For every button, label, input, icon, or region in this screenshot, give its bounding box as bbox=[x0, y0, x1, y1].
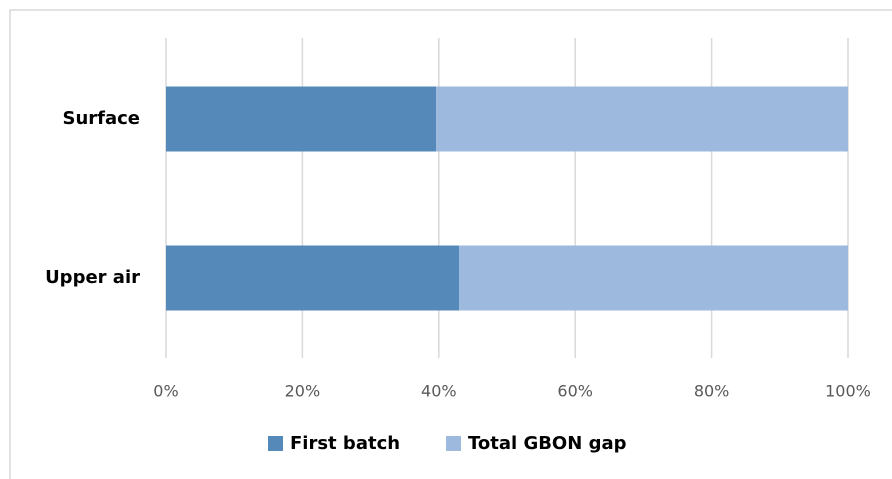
y-tick-label: Upper air bbox=[45, 267, 140, 288]
chart-frame bbox=[9, 9, 892, 479]
legend-label: First batch bbox=[290, 433, 400, 454]
x-tick-label: 100% bbox=[825, 382, 871, 401]
legend-swatch bbox=[268, 436, 283, 451]
x-tick-label: 60% bbox=[557, 382, 593, 401]
legend-label: Total GBON gap bbox=[468, 433, 627, 454]
x-tick-label: 0% bbox=[153, 382, 178, 401]
bar-segment bbox=[166, 245, 460, 311]
x-tick-label: 20% bbox=[285, 382, 321, 401]
bar-segment bbox=[459, 245, 848, 311]
x-tick-label: 80% bbox=[694, 382, 730, 401]
x-tick-label: 40% bbox=[421, 382, 457, 401]
legend-swatch bbox=[446, 436, 461, 451]
y-tick-label: Surface bbox=[62, 108, 140, 129]
bar-segment bbox=[436, 86, 848, 152]
bar-segment bbox=[166, 86, 437, 152]
